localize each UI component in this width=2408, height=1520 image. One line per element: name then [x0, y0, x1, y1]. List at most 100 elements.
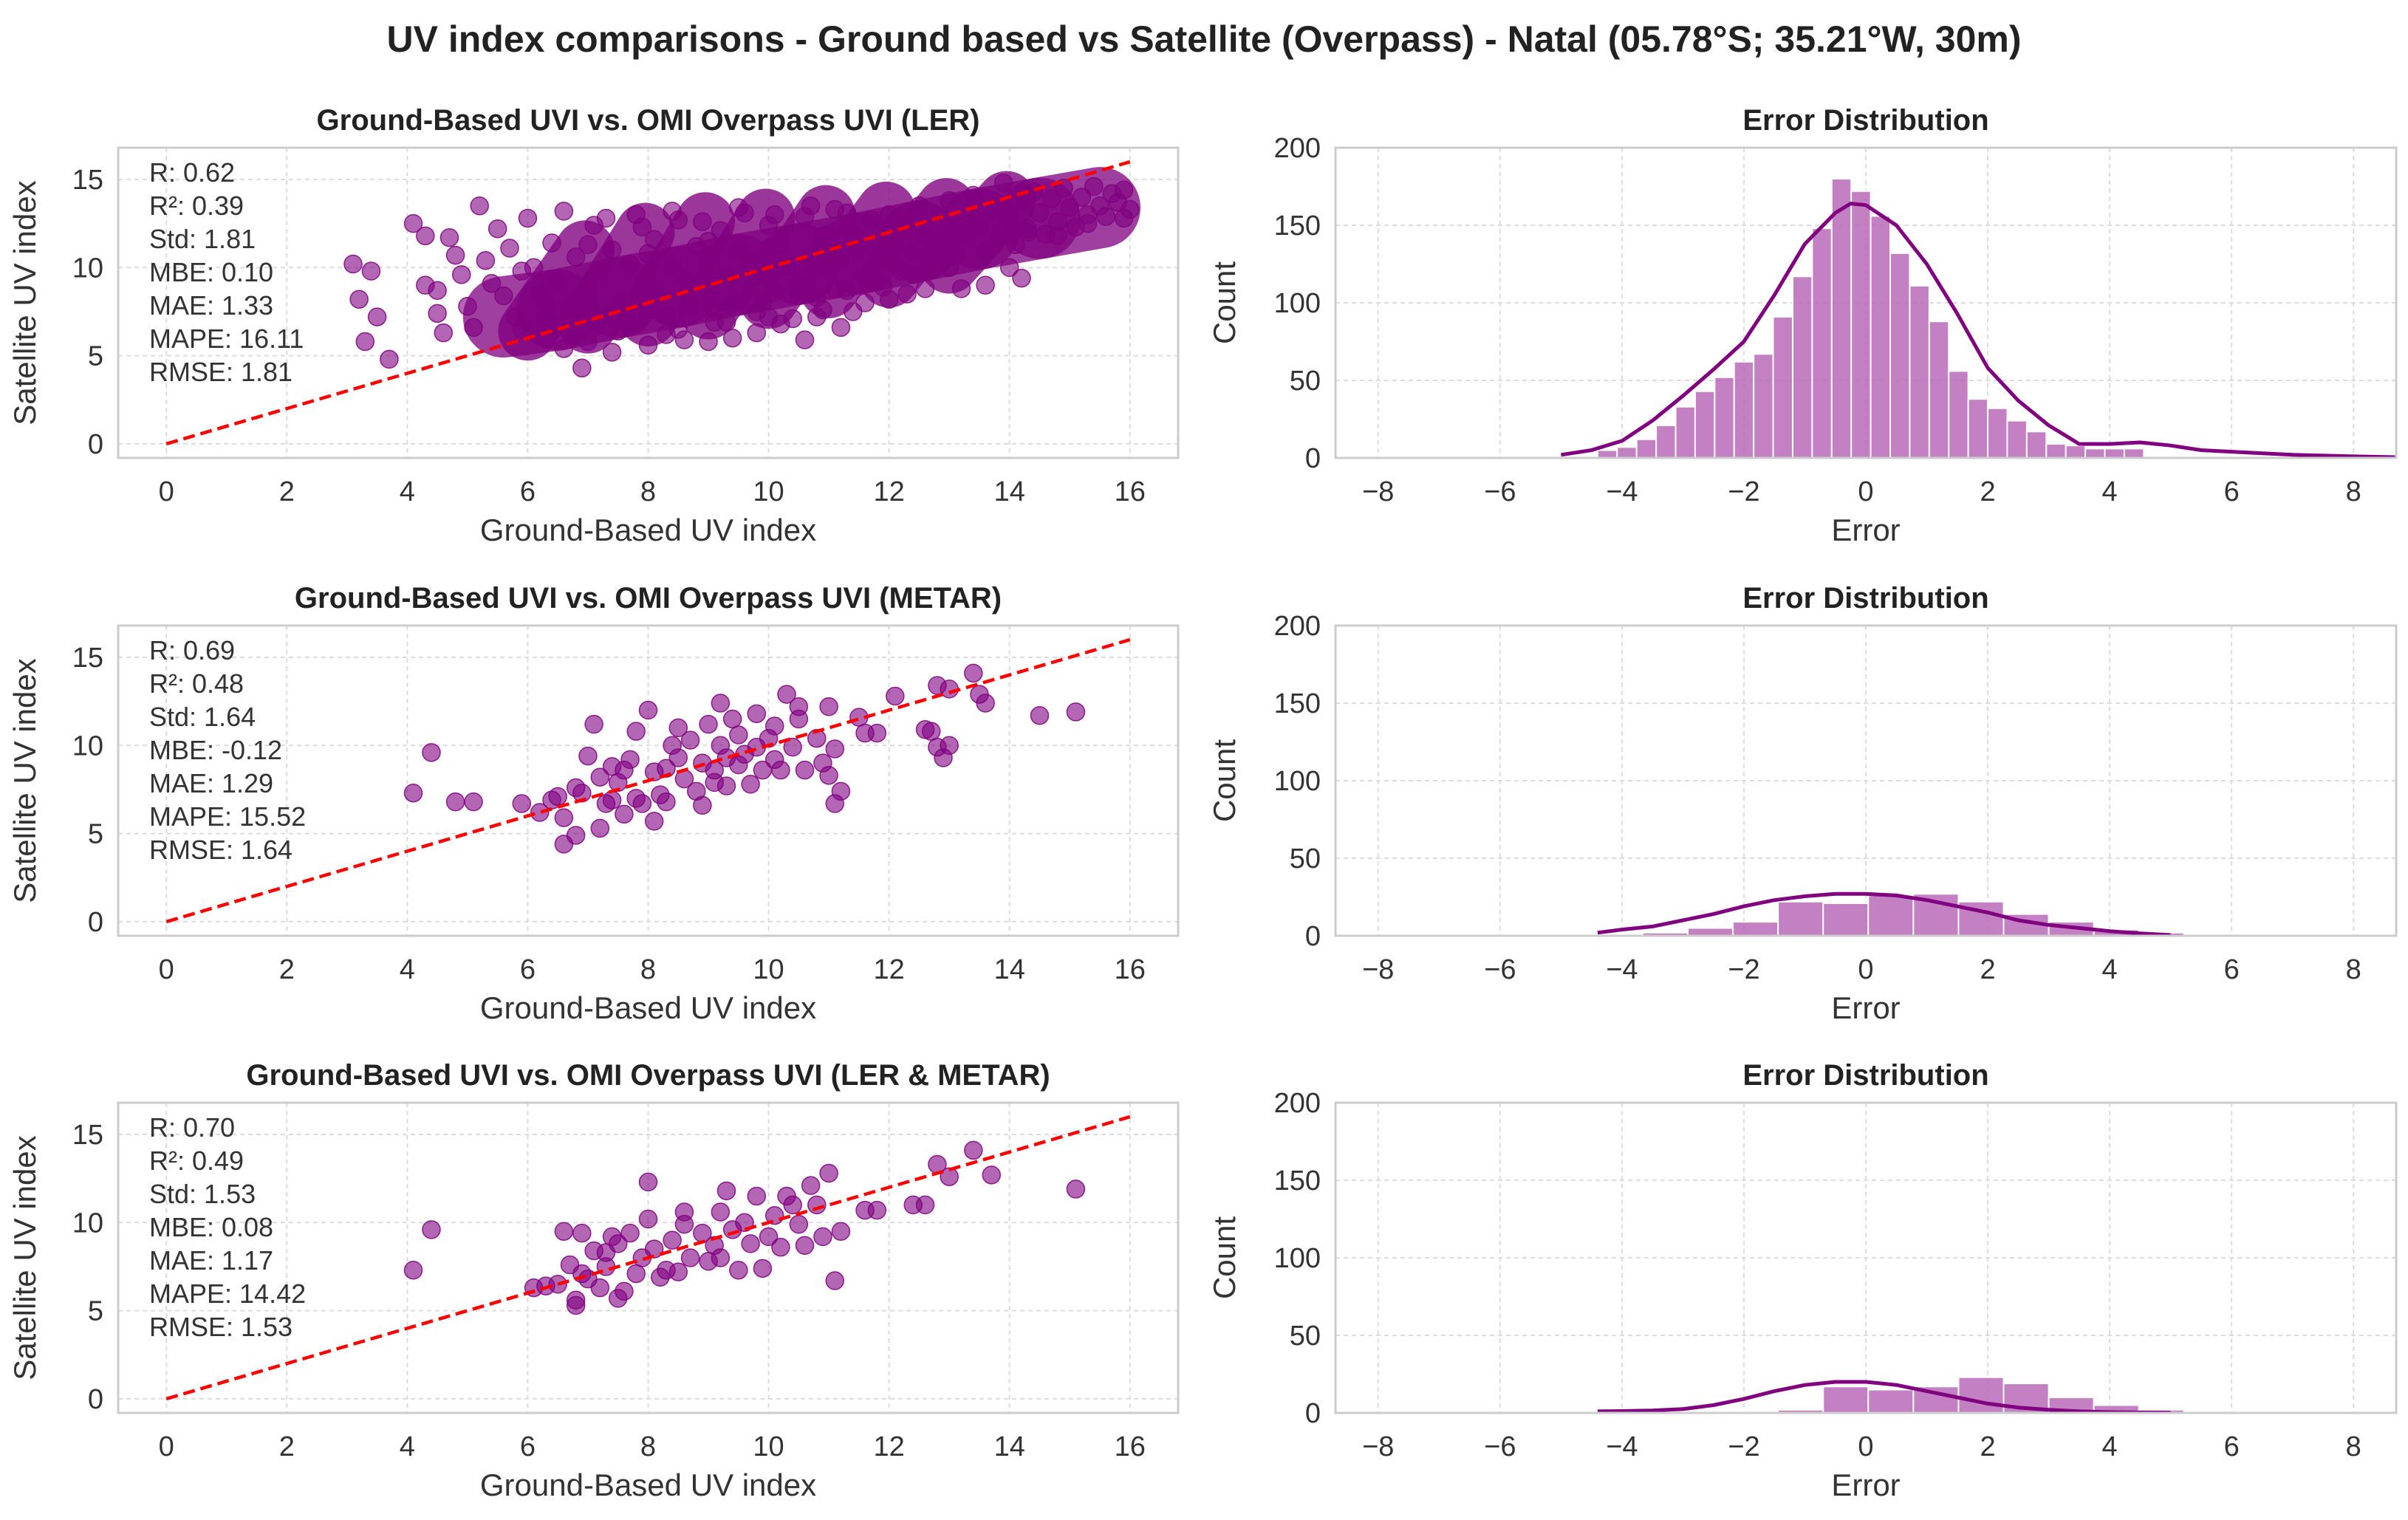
scatter-point — [578, 235, 598, 254]
scatter-point — [1084, 177, 1104, 196]
stat-label: MAE: 1.29 — [149, 768, 273, 798]
scatter-point — [741, 1234, 760, 1253]
scatter-point — [831, 318, 851, 338]
scatter-point — [825, 739, 845, 759]
scatter-point — [789, 1214, 809, 1234]
scatter-point — [831, 250, 851, 270]
scatter-point — [512, 320, 532, 339]
scatter-point — [789, 697, 809, 716]
scatter-point — [578, 279, 598, 298]
scatter-point — [1078, 213, 1098, 233]
scatter-point — [722, 709, 742, 729]
scatter-point — [831, 1222, 851, 1241]
scatter-point — [464, 318, 483, 338]
hist-ler-metar-ticks: −8 −6 −4 −2 0 2 4 6 8 0 50 100 150 200 — [1274, 1088, 2361, 1462]
scatter-point — [903, 242, 923, 261]
scatter-ler-ticks: 0 2 4 6 8 10 12 14 16 0 5 10 15 — [72, 165, 1146, 507]
scatter-point — [831, 781, 851, 801]
scatter-point — [488, 219, 507, 239]
scatter-point — [548, 787, 567, 807]
scatter-ler-plot-area — [165, 160, 1141, 446]
scatter-point — [879, 290, 899, 309]
x-tick-label: −2 — [1728, 476, 1759, 507]
hist-metar-xlabel: Error — [1831, 990, 1900, 1025]
stat-label: Std: 1.81 — [149, 224, 256, 254]
x-tick-label: 6 — [2224, 954, 2240, 985]
scatter-point — [626, 1264, 646, 1284]
x-tick-label: 2 — [279, 476, 295, 507]
hist-ler-frame — [1334, 146, 2398, 459]
y-tick-label: 50 — [1290, 1321, 1321, 1352]
scatter-point — [964, 663, 983, 683]
scatter-point — [349, 290, 369, 309]
scatter-point — [451, 265, 471, 284]
scatter-point — [699, 332, 718, 352]
histogram-bar — [1967, 398, 1989, 458]
scatter-point — [1048, 226, 1067, 246]
histogram-bar — [2084, 448, 2106, 458]
scatter-point — [711, 1202, 731, 1222]
scatter-point — [554, 339, 574, 358]
scatter-point — [729, 240, 748, 260]
x-tick-label: 2 — [1980, 954, 1995, 985]
y-tick-label: 150 — [1274, 210, 1321, 242]
stat-label: MAPE: 15.52 — [149, 801, 306, 832]
histogram-bar — [1928, 321, 1950, 458]
scatter-point — [795, 1236, 815, 1256]
scatter-point — [596, 208, 616, 228]
x-tick-label: 4 — [400, 476, 415, 507]
scatter-point — [813, 300, 832, 320]
y-tick-label: 10 — [72, 1208, 103, 1239]
scatter-point — [777, 685, 796, 704]
hist-ler-metar-panel: −8 −6 −4 −2 0 2 4 6 8 0 50 100 150 200 Error Distribut… — [1207, 1059, 2398, 1502]
histogram-bar — [1675, 405, 1696, 458]
scatter-point — [578, 746, 598, 766]
scatter-point — [596, 1243, 616, 1262]
histogram-bar — [1753, 353, 1774, 458]
scatter-point — [867, 1200, 887, 1220]
x-tick-label: −2 — [1728, 1431, 1759, 1462]
histogram-bar — [2006, 420, 2028, 458]
y-tick-label: 100 — [1274, 288, 1321, 319]
scatter-point — [819, 697, 838, 716]
histogram-bar — [1822, 902, 1870, 936]
scatter-ler-metar-frame — [117, 1101, 1180, 1414]
hist-ler-ticks: −8 −6 −4 −2 0 2 4 6 8 0 50 100 150 200 — [1274, 133, 2361, 507]
scatter-point — [1012, 268, 1031, 288]
scatter-point — [530, 803, 550, 822]
hist-ler-panel: −8 −6 −4 −2 0 2 4 6 8 0 50 100 150 200 Error Distribut… — [1207, 104, 2398, 547]
y-tick-label: 10 — [72, 730, 103, 761]
x-tick-label: 0 — [159, 476, 174, 507]
x-tick-label: 14 — [994, 476, 1025, 507]
x-tick-label: 6 — [520, 476, 536, 507]
stat-label: R²: 0.49 — [149, 1146, 244, 1176]
scatter-point — [1030, 705, 1050, 725]
hist-ler-plot-area — [1561, 178, 2396, 458]
histogram-bar — [1596, 449, 1618, 458]
x-tick-label: 16 — [1115, 476, 1146, 507]
hist-ler-metar-plot-area — [1596, 1376, 2230, 1413]
histogram-bar — [1714, 376, 1735, 458]
scatter-ler-metar-title: Ground-Based UVI vs. OMI Overpass UVI (L… — [246, 1059, 1050, 1092]
scatter-point — [632, 274, 652, 293]
scatter-point — [693, 212, 712, 231]
x-tick-label: 8 — [640, 1431, 656, 1462]
x-tick-label: 8 — [2346, 954, 2361, 985]
stat-label: MBE: 0.10 — [149, 257, 273, 287]
scatter-point — [663, 202, 682, 221]
scatter-point — [434, 323, 454, 343]
scatter-point — [1066, 1180, 1086, 1199]
scatter-point — [825, 279, 845, 298]
scatter-point — [494, 286, 513, 306]
x-tick-label: −4 — [1606, 476, 1638, 507]
scatter-point — [674, 1202, 694, 1222]
stat-label: R: 0.70 — [149, 1112, 235, 1143]
x-tick-label: 8 — [2346, 476, 2361, 507]
scatter-point — [615, 291, 634, 311]
histogram-bar — [2025, 431, 2048, 458]
scatter-point — [590, 1278, 610, 1298]
